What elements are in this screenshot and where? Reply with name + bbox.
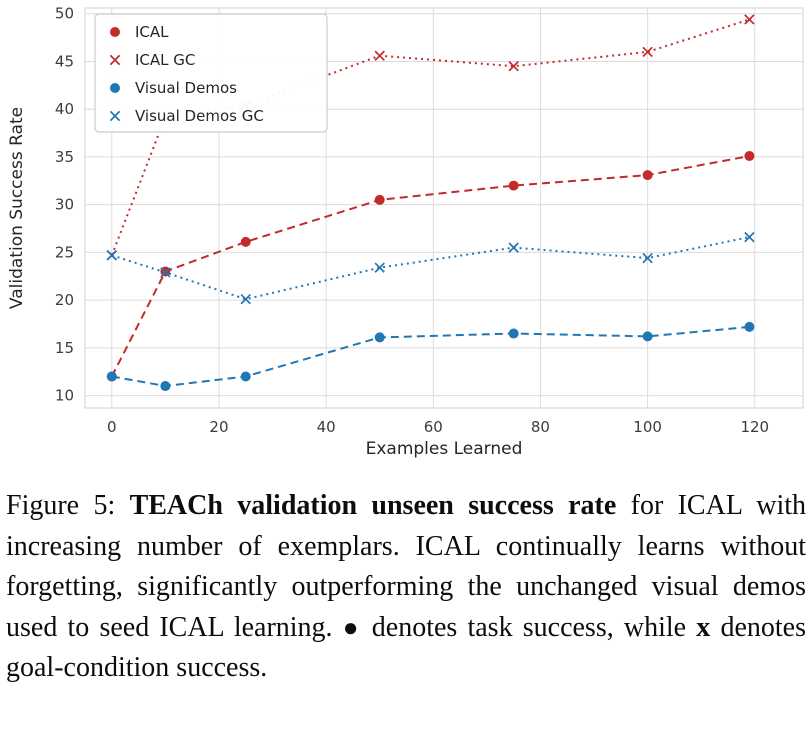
figure-caption: Figure 5: TEACh validation unseen succes… xyxy=(6,486,806,689)
svg-text:Validation Success Rate: Validation Success Rate xyxy=(7,107,27,309)
circle-marker xyxy=(110,27,120,37)
caption-body-1: for ICAL with increasing number of exemp… xyxy=(6,490,806,643)
svg-text:Visual Demos GC: Visual Demos GC xyxy=(135,107,264,125)
x-marker xyxy=(642,46,653,58)
filled-circle-symbol: ● xyxy=(342,612,362,642)
svg-text:60: 60 xyxy=(424,418,443,436)
x-marker xyxy=(744,14,755,25)
x-marker xyxy=(240,293,251,305)
circle-marker xyxy=(508,180,519,191)
svg-text:50: 50 xyxy=(55,5,74,23)
circle-marker xyxy=(160,381,171,392)
y-axis-label: Validation Success Rate xyxy=(7,107,27,309)
svg-text:100: 100 xyxy=(633,418,662,436)
series-visual-demos xyxy=(106,321,755,392)
svg-text:45: 45 xyxy=(55,52,74,70)
x-marker xyxy=(642,252,653,264)
x-marker xyxy=(160,267,171,278)
svg-text:40: 40 xyxy=(55,100,74,118)
x-marker xyxy=(508,61,519,72)
circle-marker xyxy=(240,236,251,247)
svg-text:15: 15 xyxy=(55,339,74,357)
circle-marker xyxy=(106,371,117,382)
circle-marker xyxy=(642,331,653,342)
legend: ICAL ICAL GC Visual Demos Visual Demos GC xyxy=(94,13,328,133)
x-marker xyxy=(744,231,755,243)
svg-text:30: 30 xyxy=(55,196,74,214)
x-axis-label: Examples Learned xyxy=(366,439,523,459)
x-marker xyxy=(508,242,519,253)
circle-marker xyxy=(744,321,755,332)
svg-text:20: 20 xyxy=(55,291,74,309)
plot-border xyxy=(84,7,804,409)
x-marker xyxy=(374,50,385,61)
circle-marker xyxy=(240,371,251,382)
svg-text:40: 40 xyxy=(317,418,336,436)
svg-text:20: 20 xyxy=(209,418,228,436)
x-marker xyxy=(106,250,117,261)
svg-text:80: 80 xyxy=(531,418,550,436)
svg-text:10: 10 xyxy=(55,387,74,405)
circle-marker xyxy=(374,332,385,343)
circle-marker xyxy=(744,150,755,161)
x-marker xyxy=(374,262,385,273)
caption-body-2: denotes task success, while xyxy=(361,611,697,643)
svg-text:120: 120 xyxy=(740,418,769,436)
circle-marker xyxy=(642,170,653,181)
validation-success-rate-chart: 0 20 40 60 80 100 120 10 15 20 25 30 35 40 45 50 Example… xyxy=(7,4,804,459)
svg-text:35: 35 xyxy=(55,148,74,166)
caption-bold-title: TEACh validation unseen success rate xyxy=(129,490,617,521)
x-marker xyxy=(109,110,121,122)
circle-marker xyxy=(374,194,385,205)
svg-text:0: 0 xyxy=(107,418,117,436)
svg-text:Visual Demos: Visual Demos xyxy=(135,79,237,97)
svg-text:25: 25 xyxy=(55,243,74,261)
x-marker-symbol: x xyxy=(696,611,711,643)
svg-text:ICAL: ICAL xyxy=(135,23,169,41)
svg-text:Examples Learned: Examples Learned xyxy=(366,439,523,459)
tick-labels: 0 20 40 60 80 100 120 10 15 20 25 30 35 40 45 50 xyxy=(55,5,769,436)
series-visual-demos-gc xyxy=(106,231,755,305)
circle-marker xyxy=(110,83,120,93)
caption-body-3: denotes goal-condition success. xyxy=(6,611,806,684)
svg-text:ICAL GC: ICAL GC xyxy=(135,51,195,69)
caption-label: Figure 5: xyxy=(6,490,130,521)
circle-marker xyxy=(508,328,519,339)
x-marker xyxy=(109,54,121,66)
